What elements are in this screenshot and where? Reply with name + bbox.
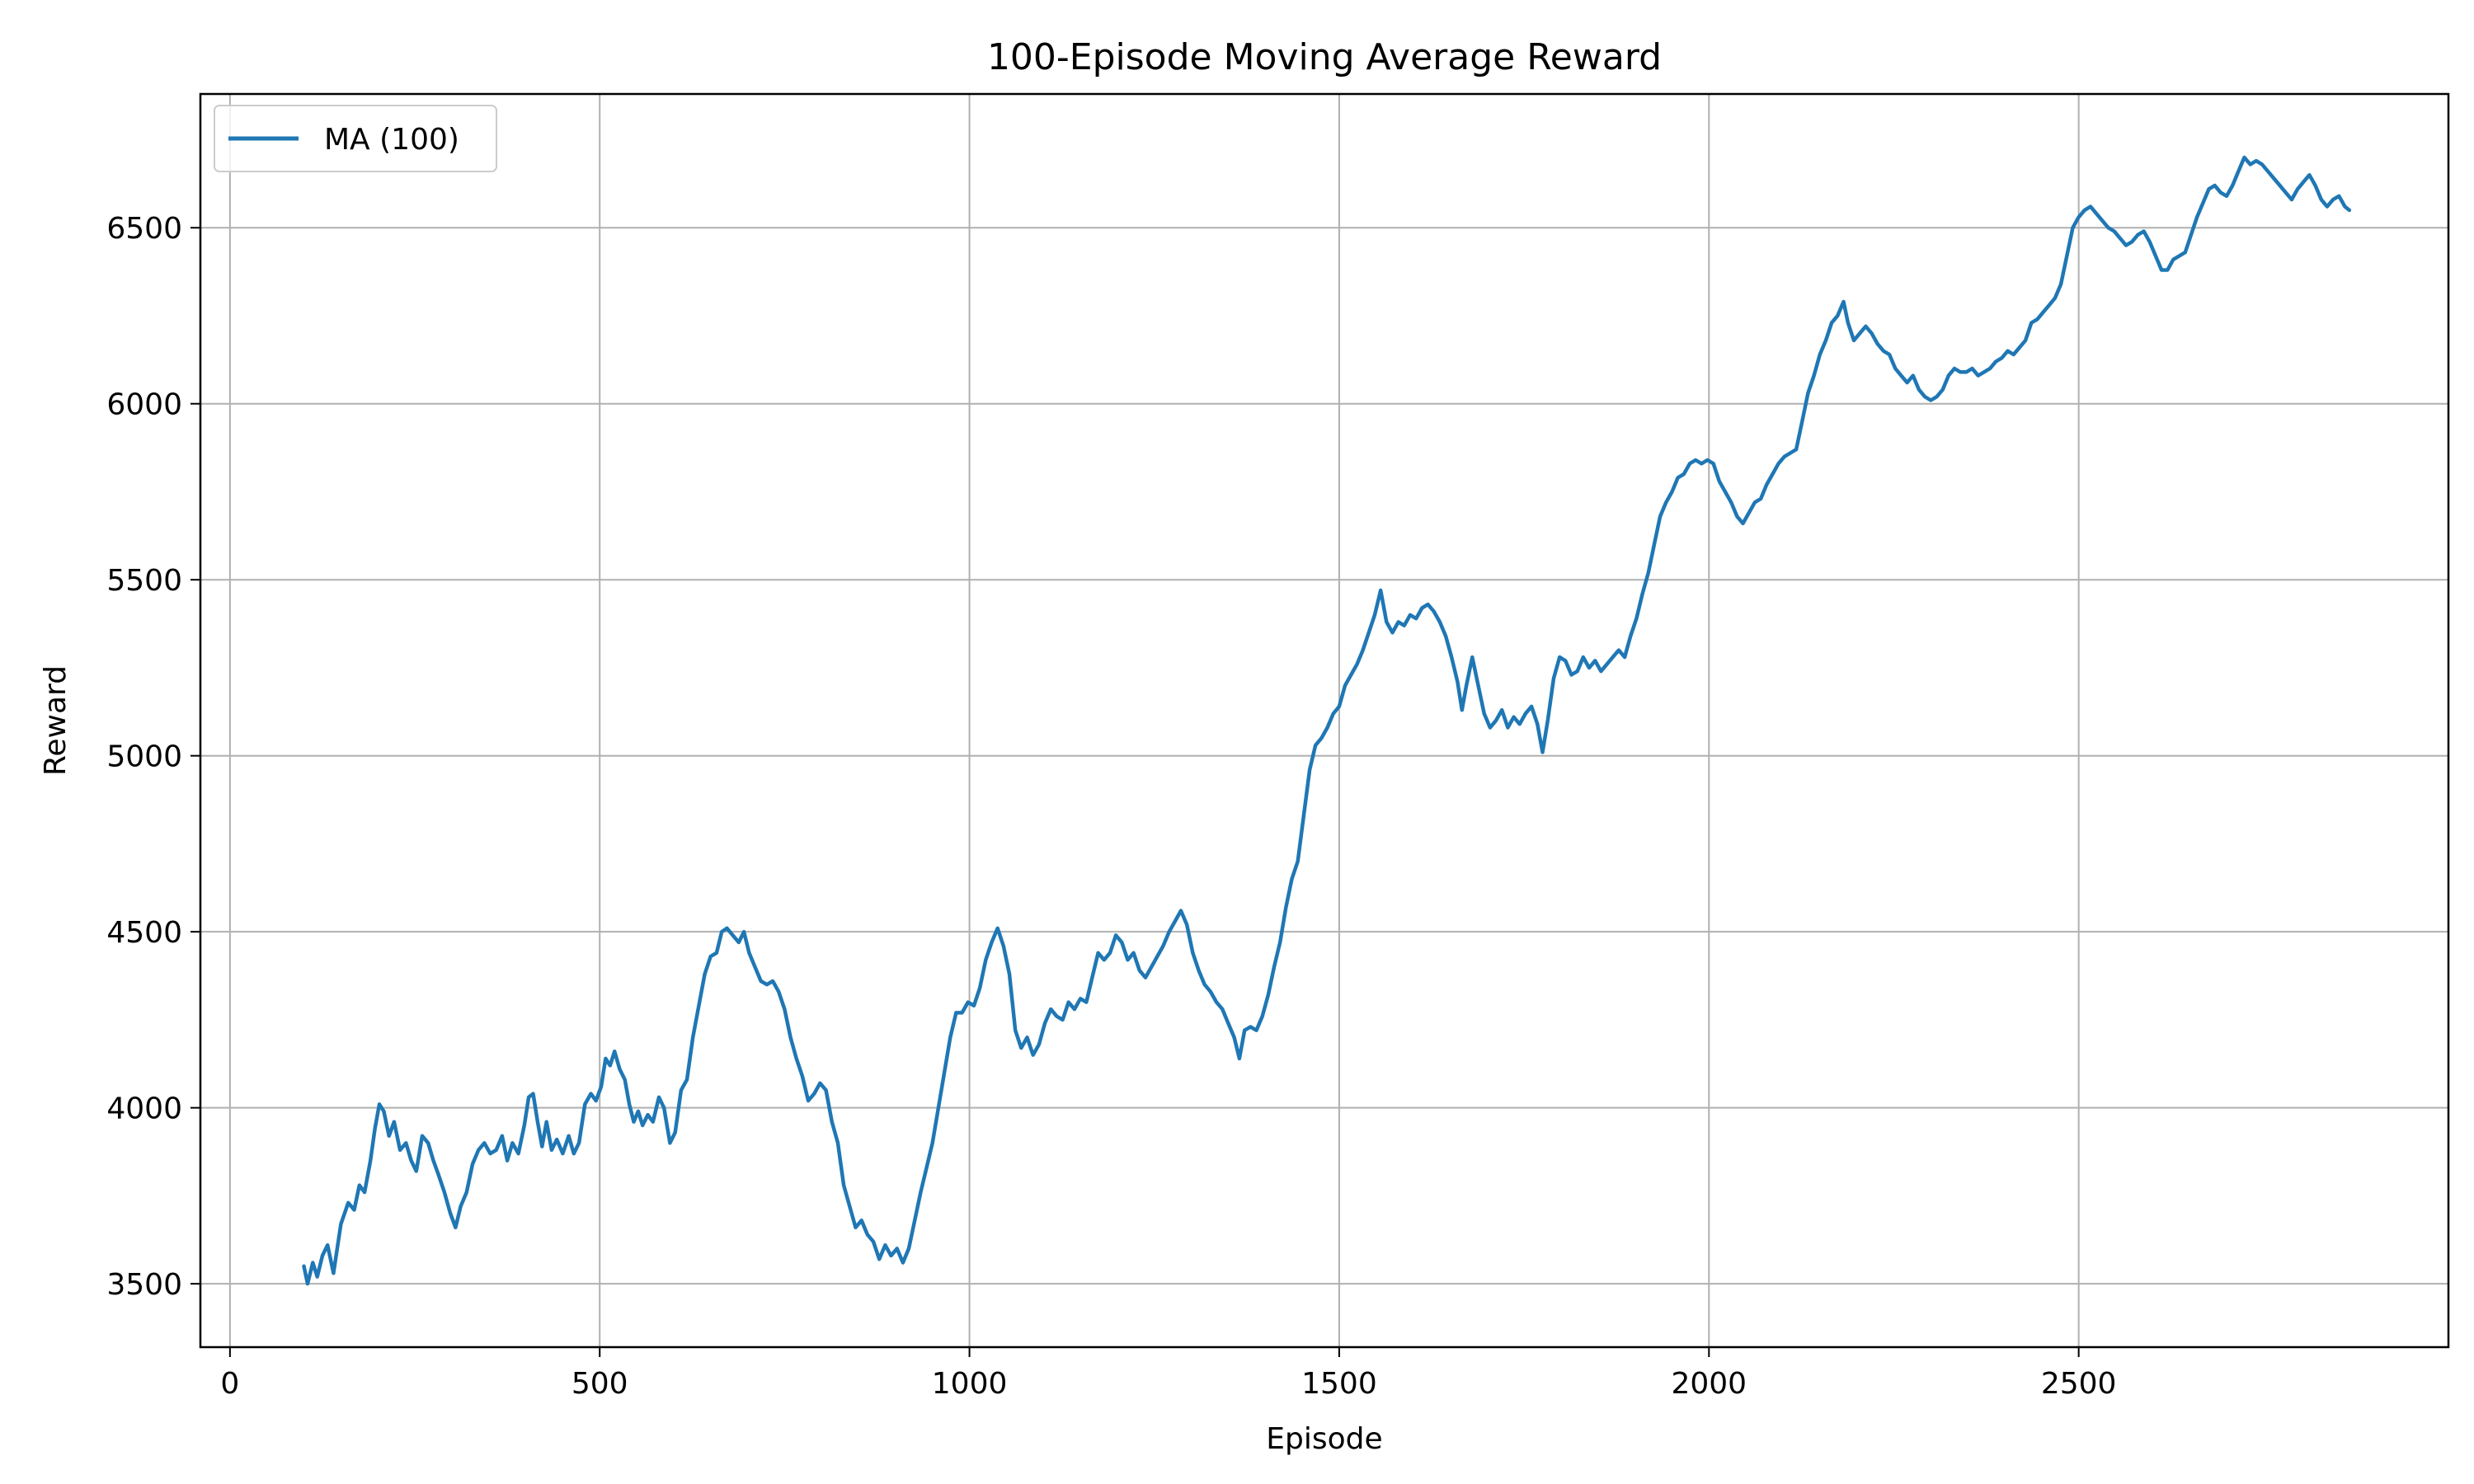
series-line [302, 155, 2352, 1286]
y-tick-label: 6000 [106, 388, 182, 422]
x-tick-label: 2500 [2041, 1367, 2117, 1401]
x-tick-label: 0 [220, 1367, 239, 1401]
x-tick-label: 500 [571, 1367, 628, 1401]
y-axis-label: Reward [39, 665, 73, 776]
plot-frame [199, 92, 2450, 1349]
x-tick-label: 2000 [1671, 1367, 1747, 1401]
legend: MA (100) [214, 105, 497, 172]
y-tick-label: 5500 [106, 564, 182, 598]
axis-ticks: 0 500 1000 1500 2000 2500 3500 4000 4500 5000 5500… [106, 212, 2116, 1401]
legend-label: MA (100) [324, 123, 459, 157]
x-tick-label: 1000 [932, 1367, 1008, 1401]
y-tick-label: 3500 [106, 1268, 182, 1302]
y-tick-label: 4000 [106, 1092, 182, 1126]
y-tick-label: 6500 [106, 212, 182, 246]
y-tick-label: 4500 [106, 916, 182, 950]
chart-title: 100-Episode Moving Average Reward [987, 36, 1662, 78]
plot-area [302, 155, 2352, 1286]
legend-box [214, 105, 497, 172]
grid [200, 94, 2448, 1347]
x-tick-label: 1500 [1301, 1367, 1377, 1401]
x-axis-label: Episode [1266, 1422, 1382, 1456]
y-tick-label: 5000 [106, 740, 182, 774]
